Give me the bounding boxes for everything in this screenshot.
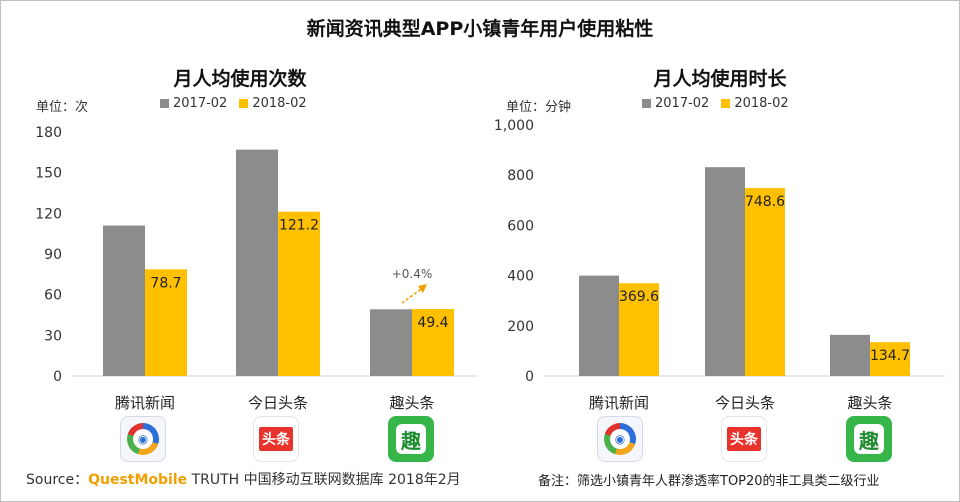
y-tick-label: 60: [44, 288, 62, 304]
source-footer: Source：QuestMobile TRUTH 中国移动互联网数据库 2018…: [26, 469, 461, 489]
annotation-label: +0.4%: [392, 267, 433, 281]
chart-monthly-usage-count: 月人均使用次数 单位：次 2017-02 2018-02 0 30 60 90 120 1…: [0, 60, 480, 460]
data-label: 78.7: [150, 275, 181, 291]
bar-2018-02-2: [412, 309, 454, 376]
category-label: 趣头条: [847, 394, 892, 412]
y-tick-label: 90: [44, 247, 62, 263]
data-label: 369.6: [619, 289, 659, 305]
bar-2018-02-1: [278, 211, 320, 376]
y-tick-label: 0: [53, 369, 62, 385]
legend: 2017-02 2018-02: [160, 96, 307, 111]
source-prefix: Source：: [26, 472, 89, 488]
legend-swatch-2018: [239, 99, 249, 108]
unit-label: 单位：次: [36, 100, 89, 115]
y-tick-label: 180: [35, 125, 62, 141]
category-label: 腾讯新闻: [115, 394, 175, 412]
bar-2018-02-0: [145, 269, 187, 376]
tencent-news-icon: ◉: [120, 416, 166, 462]
chart-title: 月人均使用时长: [653, 68, 787, 90]
legend-item-2018: 2018-02: [721, 96, 789, 111]
toutiao-icon: 头条: [253, 416, 299, 462]
y-tick-label: 0: [525, 369, 534, 385]
category-label: 今日头条: [715, 394, 775, 412]
category-label: 腾讯新闻: [589, 394, 649, 412]
y-tick-label: 200: [507, 319, 534, 335]
chart-monthly-usage-duration: 月人均使用时长 单位：分钟 2017-02 2018-02 0 200 400 600…: [480, 60, 960, 460]
y-tick-label: 400: [507, 269, 534, 285]
footnote: 备注：筛选小镇青年人群渗透率TOP20的非工具类二级行业: [538, 474, 880, 489]
category-label: 趣头条: [389, 394, 434, 412]
bar-2018-02-2: [870, 342, 910, 376]
legend-item-2018: 2018-02: [239, 96, 307, 111]
legend-label-2017: 2017-02: [173, 96, 228, 111]
legend-label-2018: 2018-02: [734, 96, 789, 111]
data-label: 748.6: [745, 194, 785, 210]
legend-swatch-2018: [721, 99, 731, 108]
chart-title: 月人均使用次数: [173, 68, 307, 90]
bar-2017-02-2: [370, 309, 412, 376]
legend-swatch-2017: [160, 99, 169, 108]
bar-2017-02-2: [830, 334, 870, 376]
source-suffix: TRUTH 中国移动互联网数据库 2018年2月: [187, 472, 461, 488]
data-label: 49.4: [417, 315, 448, 331]
chart-plot-svg: 0 200 400 600 800 1,000 369.6 腾讯新闻 748.6 今日头条 134.…: [494, 118, 945, 412]
bar-2017-02-0: [103, 225, 145, 376]
legend-label-2018: 2018-02: [252, 96, 307, 111]
annotation-arrow: [401, 286, 425, 304]
category-label: 今日头条: [248, 394, 308, 412]
legend-label-2017: 2017-02: [655, 96, 710, 111]
bar-2018-02-1: [745, 188, 785, 376]
y-tick-label: 800: [507, 168, 534, 184]
qutoutiao-icon: 趣: [388, 416, 434, 462]
bar-2017-02-1: [705, 167, 745, 376]
data-label: 121.2: [279, 218, 319, 234]
legend-swatch-2017: [642, 99, 651, 108]
y-tick-label: 600: [507, 218, 534, 234]
bar-2017-02-1: [236, 149, 278, 376]
annotation-arrowhead: [418, 284, 427, 294]
data-label: 134.7: [870, 348, 910, 364]
tencent-news-icon: ◉: [597, 416, 643, 462]
y-tick-label: 1,000: [494, 118, 534, 134]
main-title: 新闻资讯典型APP小镇青年用户使用粘性: [306, 18, 654, 40]
y-tick-label: 30: [44, 328, 62, 344]
chart-plot-svg: 0 30 60 90 120 150 180 78.7 腾讯新闻 121.2 今日头条 49.4 趣头条…: [35, 125, 478, 412]
legend-item-2017: 2017-02: [642, 96, 709, 111]
legend: 2017-02 2018-02: [642, 96, 789, 111]
bar-2017-02-0: [579, 275, 619, 376]
bar-2018-02-0: [619, 283, 659, 376]
y-tick-label: 150: [35, 166, 62, 182]
qutoutiao-icon: 趣: [846, 416, 892, 462]
unit-label: 单位：分钟: [506, 100, 572, 115]
legend-item-2017: 2017-02: [160, 96, 227, 111]
toutiao-icon: 头条: [721, 416, 767, 462]
y-tick-label: 120: [35, 206, 62, 222]
questmobile-logo: QuestMobile: [88, 472, 188, 488]
